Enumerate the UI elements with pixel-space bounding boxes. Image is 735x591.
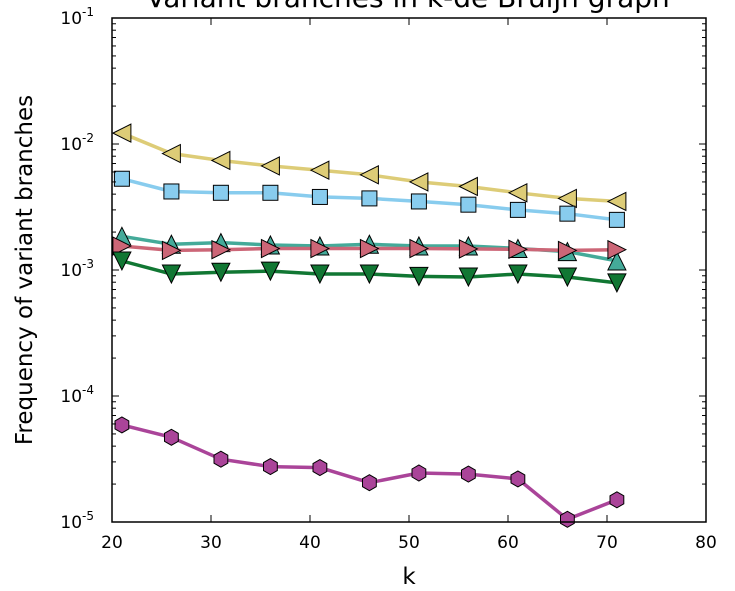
- series-2: [113, 170, 625, 228]
- data-point: [411, 464, 427, 482]
- y-tick-exponent: -3: [82, 257, 94, 271]
- data-point: [557, 188, 577, 209]
- data-point: [260, 156, 280, 176]
- data-point: [359, 264, 380, 285]
- data-point: [606, 191, 627, 212]
- data-point: [458, 267, 479, 288]
- data-point: [508, 264, 528, 285]
- series-6: [114, 416, 625, 528]
- data-point: [260, 261, 281, 282]
- data-point: [260, 238, 281, 259]
- data-point: [164, 428, 179, 446]
- data-point: [560, 510, 575, 528]
- series-4: [112, 236, 628, 261]
- data-point: [458, 239, 479, 259]
- data-point: [607, 250, 627, 271]
- y-tick-label: 10-4: [60, 383, 94, 407]
- x-tick-label: 30: [200, 533, 222, 553]
- data-point: [607, 273, 627, 294]
- data-point: [507, 182, 528, 203]
- y-tick-exponent: -5: [82, 509, 94, 523]
- data-point: [210, 150, 231, 171]
- data-point: [262, 184, 279, 201]
- data-point: [161, 240, 182, 261]
- data-point: [607, 239, 628, 260]
- data-point: [460, 196, 477, 213]
- data-point: [509, 201, 526, 218]
- data-point: [111, 123, 132, 143]
- x-axis-label: k: [402, 564, 416, 590]
- y-tick-label: 10-5: [60, 509, 94, 533]
- data-point: [359, 238, 380, 259]
- data-point: [409, 266, 429, 287]
- data-point: [410, 193, 427, 210]
- data-point: [161, 143, 181, 164]
- y-tick-label: 10-1: [60, 5, 94, 29]
- x-tick-label: 20: [101, 533, 123, 553]
- data-point: [311, 188, 328, 205]
- series-layer: [111, 123, 628, 528]
- data-point: [112, 251, 132, 272]
- y-axis-label: Frequency of variant branches: [12, 95, 38, 445]
- data-point: [458, 176, 478, 197]
- data-point: [359, 164, 379, 185]
- y-tick-exponent: -1: [82, 5, 94, 19]
- y-tick-label: 10-2: [60, 131, 94, 155]
- data-point: [113, 170, 130, 187]
- series-1: [111, 123, 627, 212]
- data-point: [609, 491, 625, 509]
- data-point: [559, 205, 576, 222]
- plot-area: [112, 18, 706, 522]
- data-point: [161, 264, 182, 285]
- data-point: [408, 172, 429, 192]
- y-tick-label: 10-3: [60, 257, 94, 281]
- data-point: [361, 190, 378, 207]
- data-point: [163, 183, 180, 200]
- data-point: [312, 459, 328, 477]
- series-5: [112, 251, 627, 294]
- data-point: [510, 470, 526, 488]
- data-point: [263, 458, 278, 476]
- x-tick-label: 80: [695, 533, 717, 553]
- y-tick-base: 10: [60, 513, 82, 533]
- chart-title: Variant branches in k-de Bruijn graph: [146, 0, 670, 14]
- data-point: [310, 264, 330, 285]
- data-point: [211, 262, 231, 283]
- data-point: [409, 238, 430, 259]
- x-tick-label: 60: [497, 533, 519, 553]
- data-point: [557, 240, 578, 261]
- data-point: [309, 160, 330, 180]
- data-point: [211, 239, 232, 260]
- y-tick-base: 10: [60, 387, 82, 407]
- y-tick-base: 10: [60, 135, 82, 155]
- y-tick-exponent: -2: [82, 131, 94, 145]
- x-tick-label: 40: [299, 533, 321, 553]
- y-tick-exponent: -4: [82, 383, 94, 397]
- data-point: [508, 239, 529, 260]
- data-point: [461, 465, 476, 483]
- data-point: [112, 236, 133, 256]
- y-tick-base: 10: [60, 261, 82, 281]
- data-point: [557, 267, 578, 288]
- data-point: [213, 450, 229, 468]
- data-point: [212, 184, 229, 201]
- data-point: [114, 416, 130, 434]
- x-tick-label: 50: [398, 533, 420, 553]
- y-tick-base: 10: [60, 9, 82, 29]
- x-tick-label: 70: [596, 533, 618, 553]
- data-point: [310, 238, 331, 259]
- data-point: [362, 474, 377, 492]
- data-point: [608, 211, 625, 228]
